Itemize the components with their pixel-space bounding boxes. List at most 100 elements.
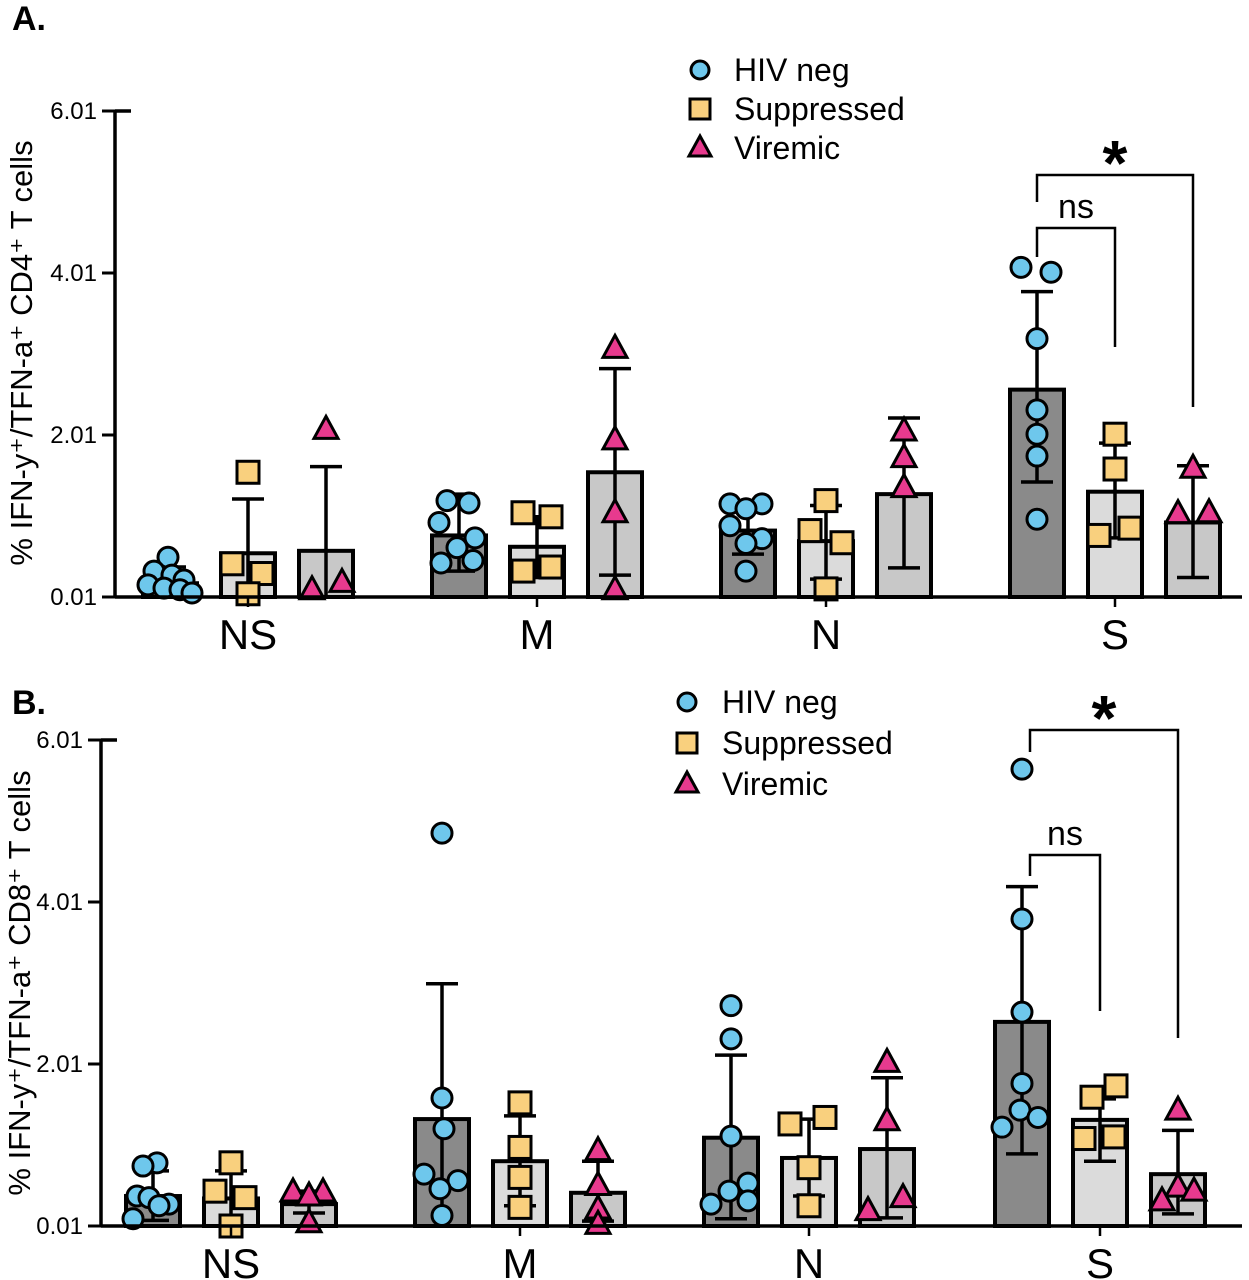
point-hiv-neg-M xyxy=(430,1086,454,1110)
point-suppressed-NS xyxy=(202,1178,228,1204)
x-tick-label-N: N xyxy=(794,1240,824,1280)
point-suppressed-NS xyxy=(219,551,245,577)
x-tick-label-S: S xyxy=(1086,1240,1114,1280)
point-viremic-N xyxy=(889,414,919,442)
point-hiv-neg-S xyxy=(1025,398,1049,422)
point-hiv-neg-S xyxy=(1026,1105,1050,1129)
point-hiv-neg-N xyxy=(718,514,742,538)
point-hiv-neg-M xyxy=(427,510,451,534)
point-suppressed-N xyxy=(777,1111,803,1137)
point-hiv-neg-N xyxy=(734,532,758,556)
point-suppressed-M xyxy=(507,1194,533,1220)
panel-b-label: B. xyxy=(12,684,46,722)
point-viremic-NS xyxy=(327,566,357,593)
x-tick-label-S: S xyxy=(1101,611,1129,658)
legend-label: Suppressed xyxy=(734,91,905,127)
point-viremic-M xyxy=(583,1134,613,1162)
point-hiv-neg-M xyxy=(428,1177,452,1201)
point-suppressed-NS xyxy=(218,1150,244,1176)
point-viremic-N xyxy=(872,1046,902,1073)
y-tick-label: 6.01 xyxy=(36,727,83,754)
point-hiv-neg-M xyxy=(429,551,453,575)
y-axis-title: % IFN-y⁺/TFN-a⁺ CD8⁺ T cells xyxy=(2,770,37,1195)
point-hiv-neg-S xyxy=(1025,507,1049,531)
significance-label: ns xyxy=(1047,815,1083,853)
point-hiv-neg-S xyxy=(1025,327,1049,351)
point-viremic-N xyxy=(889,441,919,469)
point-suppressed-N xyxy=(829,530,855,556)
point-suppressed-M xyxy=(538,504,564,530)
point-suppressed-M xyxy=(507,1134,533,1160)
point-viremic-NS xyxy=(278,1175,308,1203)
legend-item-suppressed: Suppressed xyxy=(675,725,893,761)
legend-square-icon xyxy=(688,97,712,121)
significance-bracket-star: * xyxy=(1035,127,1195,407)
point-hiv-neg-M xyxy=(445,536,469,560)
point-suppressed-N xyxy=(813,488,839,514)
point-suppressed-NS xyxy=(249,561,275,587)
y-tick-label: 6.01 xyxy=(50,98,97,125)
point-viremic-S xyxy=(1194,496,1224,524)
point-hiv-neg-NS xyxy=(131,1154,155,1178)
significance-label: ns xyxy=(1058,188,1094,226)
legend-item-viremic: Viremic xyxy=(673,766,828,802)
point-hiv-neg-N xyxy=(719,1027,743,1051)
point-hiv-neg-M xyxy=(435,489,459,513)
point-suppressed-S xyxy=(1102,421,1128,447)
legend-label: Viremic xyxy=(734,130,840,166)
x-tick-label-M: M xyxy=(520,611,555,658)
significance-bracket-ns: ns xyxy=(1035,188,1117,347)
point-suppressed-N xyxy=(796,1155,822,1181)
legend-item-hiv-neg: HIV neg xyxy=(676,684,838,720)
significance-label: * xyxy=(1103,127,1128,199)
legend-label: HIV neg xyxy=(734,52,850,88)
point-hiv-neg-S xyxy=(1010,1071,1034,1095)
point-suppressed-M xyxy=(507,1090,533,1116)
point-viremic-S xyxy=(1163,497,1193,525)
significance-bracket-ns: ns xyxy=(1028,815,1102,1011)
point-viremic-M xyxy=(600,332,630,359)
point-hiv-neg-S xyxy=(1010,907,1034,931)
point-hiv-neg-M xyxy=(430,1203,454,1227)
point-viremic-S xyxy=(1163,1094,1193,1121)
legend-triangle-icon xyxy=(673,768,701,794)
point-viremic-M xyxy=(600,496,630,524)
point-viremic-M xyxy=(600,423,630,451)
point-hiv-neg-N xyxy=(699,1192,723,1216)
point-hiv-neg-S xyxy=(1009,255,1033,279)
point-suppressed-M xyxy=(510,500,536,526)
point-hiv-neg-M xyxy=(457,491,481,515)
point-hiv-neg-M xyxy=(463,526,487,550)
point-suppressed-NS xyxy=(232,1185,258,1211)
point-suppressed-NS xyxy=(235,459,261,485)
significance-label: * xyxy=(1092,682,1117,754)
point-hiv-neg-S xyxy=(990,1115,1014,1139)
point-hiv-neg-NS xyxy=(121,1207,145,1231)
legend-circle-icon xyxy=(689,59,711,81)
legend-label: Viremic xyxy=(722,766,828,802)
point-hiv-neg-S xyxy=(1010,1000,1034,1024)
point-hiv-neg-S xyxy=(1025,422,1049,446)
point-suppressed-M xyxy=(507,1164,533,1190)
x-tick-label-NS: NS xyxy=(219,611,277,658)
point-hiv-neg-N xyxy=(717,1179,741,1203)
legend-item-suppressed: Suppressed xyxy=(688,91,905,127)
point-suppressed-S xyxy=(1079,1084,1105,1110)
point-suppressed-S xyxy=(1117,515,1143,541)
legend-square-icon xyxy=(675,731,699,755)
point-viremic-NS xyxy=(294,1179,324,1207)
point-suppressed-S xyxy=(1101,1124,1127,1150)
error-bar-suppressed-NS xyxy=(232,497,264,597)
point-suppressed-N xyxy=(797,518,823,544)
point-hiv-neg-N xyxy=(719,994,743,1018)
point-hiv-neg-M xyxy=(412,1162,436,1186)
legend-item-hiv-neg: HIV neg xyxy=(689,52,850,88)
panel-a-label: A. xyxy=(12,0,46,38)
point-viremic-S xyxy=(1179,1175,1209,1202)
legend-item-viremic: Viremic xyxy=(686,130,840,166)
point-hiv-neg-N xyxy=(734,497,758,521)
